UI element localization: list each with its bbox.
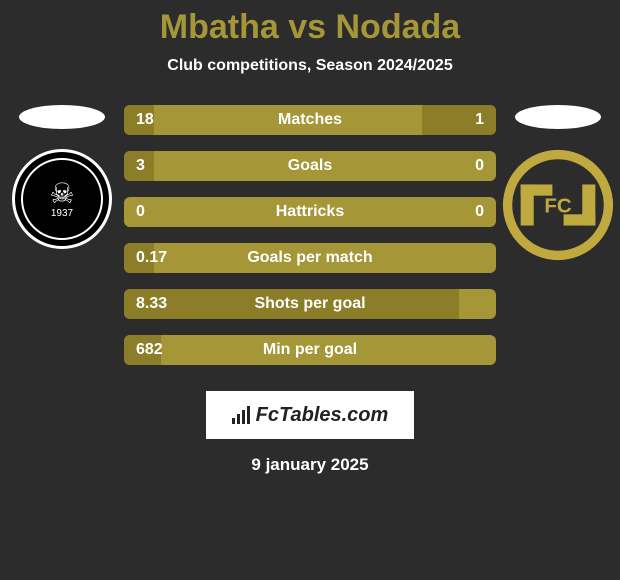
stat-label: Min per goal (124, 341, 496, 359)
date-label: 9 january 2025 (251, 455, 368, 475)
stat-row: 0.17Goals per match (124, 243, 496, 273)
fctables-badge: FcTables.com (206, 391, 414, 439)
stat-label: Hattricks (124, 203, 496, 221)
stat-row: 18Matches1 (124, 105, 496, 135)
stat-right-value: 0 (475, 157, 484, 175)
fctables-label: FcTables.com (256, 404, 389, 427)
right-club-logo: FC (502, 149, 614, 261)
pirates-logo-inner: ☠ 1937 (21, 158, 103, 240)
left-club-logo: ☠ 1937 (12, 149, 112, 249)
stat-row: 3Goals0 (124, 151, 496, 181)
left-player-col: ☠ 1937 (12, 105, 112, 249)
capetown-logo-svg: FC (502, 149, 614, 261)
stat-label: Goals per match (124, 249, 496, 267)
page-title: Mbatha vs Nodada (0, 0, 620, 47)
right-player-ellipse (515, 105, 601, 129)
pirates-year: 1937 (51, 208, 73, 219)
stat-label: Matches (124, 111, 496, 129)
stat-row: 682Min per goal (124, 335, 496, 365)
pirates-logo: ☠ 1937 (12, 149, 112, 249)
subtitle: Club competitions, Season 2024/2025 (0, 57, 620, 75)
stat-row: 8.33Shots per goal (124, 289, 496, 319)
left-player-ellipse (19, 105, 105, 129)
skull-icon: ☠ (49, 180, 74, 208)
stat-right-value: 0 (475, 203, 484, 221)
infographic-container: Mbatha vs Nodada Club competitions, Seas… (0, 0, 620, 580)
right-player-col: FC (508, 105, 608, 261)
svg-text:FC: FC (544, 194, 572, 217)
stat-label: Goals (124, 157, 496, 175)
stat-label: Shots per goal (124, 295, 496, 313)
stat-row: 0Hattricks0 (124, 197, 496, 227)
stats-bars: 18Matches13Goals00Hattricks00.17Goals pe… (112, 105, 508, 381)
capetown-logo: FC (502, 149, 614, 261)
stat-right-value: 1 (475, 111, 484, 129)
footer: FcTables.com 9 january 2025 (0, 391, 620, 475)
stats-area: ☠ 1937 18Matches13Goals00Hattricks00.17G… (0, 105, 620, 381)
fctables-bars-icon (232, 406, 250, 424)
